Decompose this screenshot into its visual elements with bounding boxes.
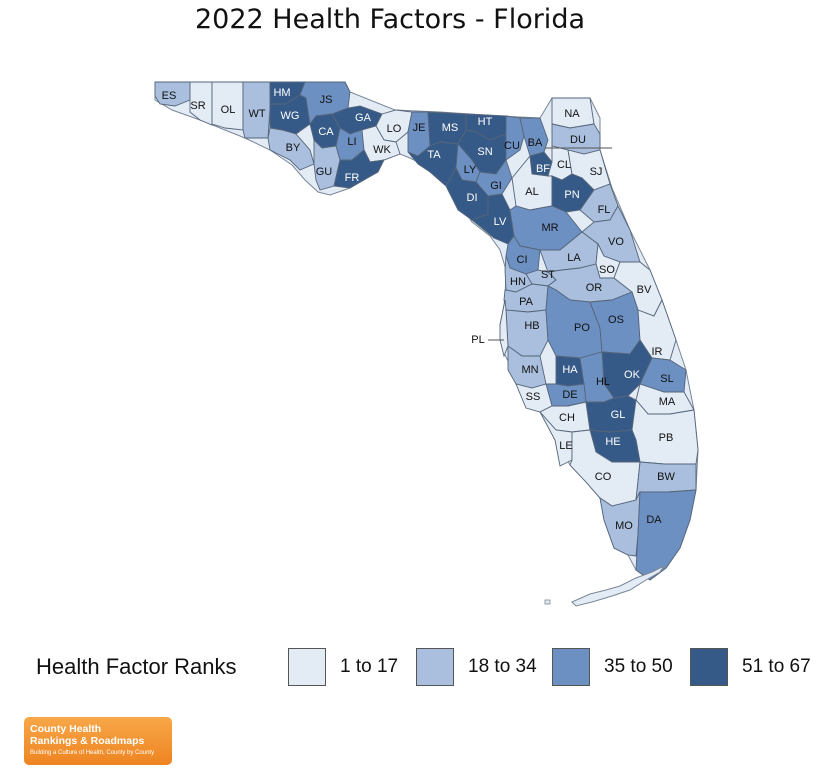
county-label-sr: SR — [190, 100, 205, 112]
county-label-ir: IR — [652, 346, 663, 358]
county-label-gi: GI — [490, 180, 502, 192]
legend-swatch — [416, 648, 454, 686]
legend-label: 51 to 67 — [742, 656, 811, 677]
county-label-bw: BW — [657, 471, 675, 483]
county-label-sn: SN — [477, 146, 492, 158]
county-label-sl: SL — [660, 373, 673, 385]
county-label-de: DE — [562, 389, 577, 401]
logo-line-1: County Health — [30, 723, 102, 735]
county-label-co: CO — [595, 471, 612, 483]
map-title: 2022 Health Factors - Florida — [195, 4, 585, 35]
legend-swatch — [288, 648, 326, 686]
county-label-je: JE — [413, 122, 426, 134]
county-label-ma: MA — [659, 396, 676, 408]
county-label-gu: GU — [316, 166, 333, 178]
county-label-ol: OL — [221, 104, 236, 116]
county-label-al: AL — [525, 186, 538, 198]
county-label-pn: PN — [564, 189, 579, 201]
legend-swatch — [552, 648, 590, 686]
county-label-ci: CI — [517, 254, 528, 266]
county-label-vo: VO — [608, 236, 624, 248]
county-label-so: SO — [599, 264, 615, 276]
county-label-gl: GL — [611, 409, 626, 421]
county-label-pb: PB — [659, 432, 674, 444]
county-fr — [333, 149, 385, 189]
county-label-mr: MR — [541, 222, 558, 234]
county-label-wt: WT — [248, 108, 265, 120]
county-label-fr: FR — [345, 172, 360, 184]
county-label-bf: BF — [536, 163, 550, 175]
legend-label: 18 to 34 — [468, 656, 537, 677]
county-label-na: NA — [564, 108, 580, 120]
county-label-di: DI — [467, 192, 478, 204]
county-label-es: ES — [162, 90, 177, 102]
county-label-ss: SS — [526, 391, 541, 403]
logo-line-2: Rankings & Roadmaps — [30, 735, 145, 747]
county-label-cl: CL — [557, 159, 571, 171]
county-label-by: BY — [286, 142, 301, 154]
county-label-ms: MS — [442, 122, 459, 134]
county-label-li: LI — [347, 136, 356, 148]
keys-island — [571, 564, 666, 607]
county-label-ca: CA — [318, 126, 334, 138]
legend-label: 35 to 50 — [604, 656, 673, 677]
county-label-pl: PL — [471, 334, 484, 346]
county-label-os: OS — [608, 314, 624, 326]
county-by — [267, 127, 315, 171]
county-label-ly: LY — [464, 164, 477, 176]
county-label-hb: HB — [524, 320, 539, 332]
county-label-lo: LO — [387, 123, 402, 135]
county-health-rankings-logo: County Health Rankings & Roadmaps Buildi… — [24, 717, 172, 765]
county-label-lv: LV — [494, 216, 507, 228]
county-label-ta: TA — [427, 149, 441, 161]
florida-county-map: ES SR OL WT HM WG JS BY CA GA LI LO WK GU FR JE MS HT TA SN… — [154, 81, 699, 607]
legend-label: 1 to 17 — [340, 656, 399, 677]
county-label-ht: HT — [478, 116, 493, 128]
county-label-pa: PA — [519, 296, 534, 308]
county-label-wk: WK — [373, 144, 391, 156]
county-label-ba: BA — [528, 137, 543, 149]
county-label-mn: MN — [521, 364, 538, 376]
county-label-hl: HL — [596, 376, 610, 388]
county-label-cu: CU — [504, 140, 520, 152]
county-label-ha: HA — [562, 364, 578, 376]
county-label-or: OR — [586, 282, 603, 294]
county-label-hm: HM — [273, 87, 290, 99]
county-label-mo: MO — [615, 520, 633, 532]
county-sr — [189, 81, 213, 126]
county-label-ch: CH — [559, 412, 575, 424]
county-label-hn: HN — [510, 276, 526, 288]
legend-swatch — [690, 648, 728, 686]
county-label-fl: FL — [598, 204, 611, 216]
legend: Health Factor Ranks 1 to 17 18 to 34 35 … — [36, 648, 826, 688]
county-label-st: ST — [541, 269, 555, 281]
logo-tagline: Building a Culture of Health, County by … — [30, 750, 155, 756]
legend-title: Health Factor Ranks — [36, 654, 237, 679]
county-label-du: DU — [570, 134, 586, 146]
keys-islet — [544, 599, 551, 605]
county-ol — [211, 81, 244, 131]
county-label-da: DA — [646, 514, 662, 526]
county-layer: ES SR OL WT HM WG JS BY CA GA LI LO WK GU FR JE MS HT TA SN… — [154, 81, 699, 581]
county-label-he: HE — [605, 436, 620, 448]
county-label-le: LE — [559, 440, 572, 452]
county-da — [635, 489, 697, 581]
county-label-js: JS — [320, 94, 333, 106]
county-label-la: LA — [567, 252, 581, 264]
county-label-po: PO — [574, 322, 590, 334]
county-label-sj: SJ — [590, 166, 603, 178]
county-label-bv: BV — [637, 284, 652, 296]
county-label-ok: OK — [624, 369, 641, 381]
county-label-ga: GA — [355, 112, 372, 124]
county-label-wg: WG — [281, 110, 300, 122]
